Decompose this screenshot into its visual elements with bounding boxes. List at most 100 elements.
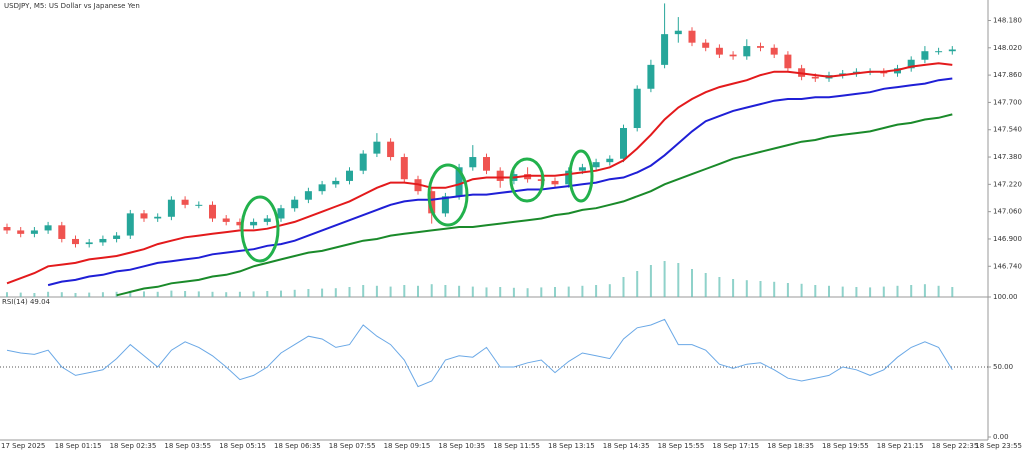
candle-body xyxy=(346,170,353,181)
volume-bar xyxy=(828,285,830,297)
candle-body xyxy=(455,167,463,197)
volume-bar xyxy=(170,290,173,297)
volume-bar xyxy=(225,292,228,297)
volume-bar xyxy=(786,283,789,297)
candle-body xyxy=(250,221,258,226)
y-tick-label: 147.700 xyxy=(993,98,1022,106)
y-tick-label: 148.020 xyxy=(993,44,1022,52)
moving-average xyxy=(47,77,953,287)
volume-bar xyxy=(197,291,200,297)
volume-bar xyxy=(951,287,954,297)
volume-bar xyxy=(855,287,858,297)
volume-bar xyxy=(417,285,419,297)
volume-bar xyxy=(280,290,282,297)
volume-bar xyxy=(266,291,269,297)
volume-bar xyxy=(800,283,803,297)
x-tick-label: 18 Sep 02:35 xyxy=(110,442,157,450)
volume-bar xyxy=(471,286,474,297)
volume-bar xyxy=(348,287,351,297)
volume-bar xyxy=(444,285,447,297)
candle-body xyxy=(757,46,764,48)
volume-bar xyxy=(540,287,543,297)
volume-bar xyxy=(321,288,324,297)
x-tick-label: 18 Sep 17:15 xyxy=(712,442,759,450)
x-tick-label: 18 Sep 13:15 xyxy=(548,442,595,450)
highlight-ellipse xyxy=(509,157,545,203)
candle-body xyxy=(209,204,216,219)
candle-body xyxy=(647,64,655,89)
x-tick-label: 18 Sep 06:35 xyxy=(274,442,321,450)
volume-bar xyxy=(814,285,817,297)
candle-body xyxy=(537,179,545,181)
marks xyxy=(0,3,988,388)
candle-body xyxy=(3,227,11,231)
x-tick-label: 18 Sep 10:35 xyxy=(438,442,485,450)
moving-average xyxy=(6,62,953,285)
volume-bar xyxy=(47,291,50,297)
candle-body xyxy=(17,230,25,234)
candle-body xyxy=(469,157,477,168)
candle-body xyxy=(551,180,559,185)
volume-bar xyxy=(745,280,748,297)
y-tick-label: 146.900 xyxy=(993,235,1022,243)
candle-body xyxy=(373,141,381,154)
volume-bar xyxy=(608,284,611,297)
candle-body xyxy=(674,30,682,35)
candle-body xyxy=(400,157,408,180)
y-tick-label: 146.740 xyxy=(993,262,1022,270)
volume-bar xyxy=(581,285,584,297)
x-tick-label: 18 Sep 05:15 xyxy=(219,442,266,450)
x-tick-label: 18 Sep 03:55 xyxy=(164,442,211,450)
volume-bar xyxy=(732,279,735,297)
rsi-tick-label: 0.00 xyxy=(993,433,1009,441)
candle-body xyxy=(496,170,504,181)
volume-bar xyxy=(334,288,337,297)
volume-bar xyxy=(636,271,639,297)
volume-bar xyxy=(101,292,104,297)
volume-bar xyxy=(691,269,693,297)
candle-body xyxy=(72,238,79,245)
candle-body xyxy=(702,42,710,48)
candle-body xyxy=(181,199,189,205)
candle-body xyxy=(578,167,586,171)
candle-body xyxy=(811,76,819,79)
candle-body xyxy=(948,49,956,52)
y-tick-label: 148.180 xyxy=(993,16,1022,24)
candle-body xyxy=(907,59,915,69)
volume-bar xyxy=(33,293,36,297)
volume-bar xyxy=(143,291,145,297)
rsi-label: RSI(14) 49.04 xyxy=(2,298,51,306)
y-tick-label: 147.060 xyxy=(993,208,1022,216)
volume-bar xyxy=(512,287,515,297)
candle-body xyxy=(688,30,696,43)
candle-body xyxy=(633,88,641,129)
volume-bar xyxy=(649,265,652,297)
candle-body xyxy=(236,221,244,226)
candle-body xyxy=(85,242,93,245)
candle-body xyxy=(263,218,271,222)
volume-bar xyxy=(252,291,255,297)
candle-body xyxy=(620,128,627,159)
volume-bar xyxy=(499,287,502,297)
candle-body xyxy=(359,153,367,171)
volume-bar xyxy=(362,285,365,297)
candle-body xyxy=(441,196,449,214)
candle-body xyxy=(784,54,792,69)
x-tick-label: 18 Sep 19:55 xyxy=(822,442,869,450)
volume-bar xyxy=(910,285,913,297)
candle-body xyxy=(291,199,299,209)
volume-bar xyxy=(841,286,844,297)
volume-bar xyxy=(567,286,570,297)
candle-body xyxy=(921,51,929,60)
volume-bar xyxy=(19,292,22,297)
candle-body xyxy=(304,191,312,200)
volume-bar xyxy=(677,263,680,297)
x-tick-label: 18 Sep 22:35 xyxy=(932,442,979,450)
x-tick-label: 18 Sep 09:15 xyxy=(384,442,431,450)
candle-body xyxy=(167,199,175,217)
rsi-tick-label: 100.00 xyxy=(993,293,1018,301)
x-tick-label: 18 Sep 15:55 xyxy=(658,442,705,450)
candle-body xyxy=(715,47,723,55)
candle-body xyxy=(661,34,669,65)
